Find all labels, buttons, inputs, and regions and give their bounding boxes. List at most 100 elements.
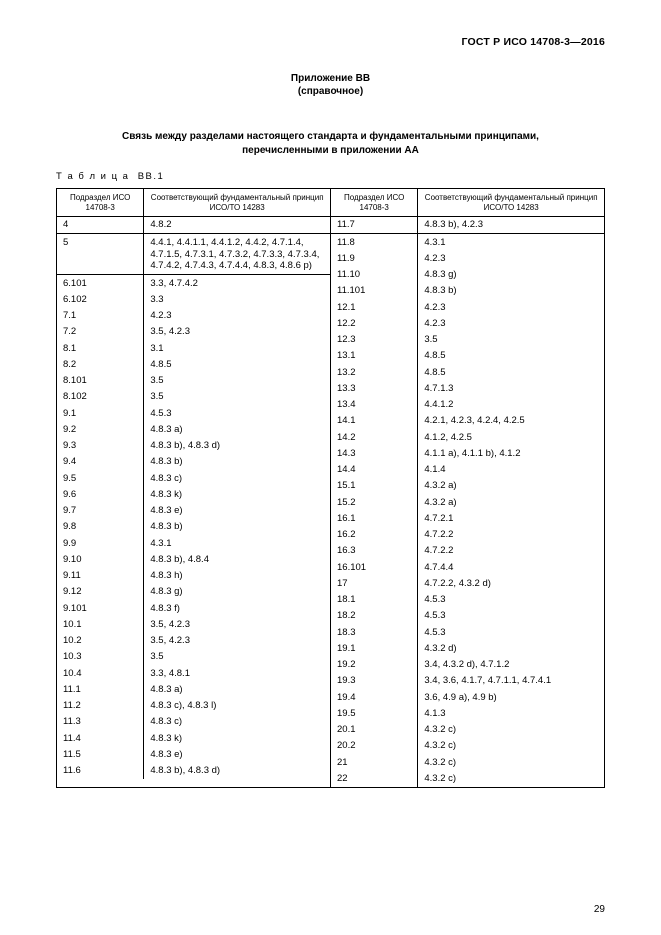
cell-principle: 4.4.1, 4.4.1.1, 4.4.1.2, 4.4.2, 4.7.1.4,…	[144, 234, 330, 274]
cell-principle: 4.8.3 b), 4.8.3 d)	[144, 763, 330, 779]
cell-subsection: 8.2	[57, 357, 144, 373]
table-row: 12.14.2.3	[331, 299, 604, 315]
table-row: 9.24.8.3 а)	[57, 422, 330, 438]
table-row: 9.64.8.3 k)	[57, 487, 330, 503]
table-row: 214.3.2 с)	[331, 754, 604, 770]
cell-principle: 3.4, 4.3.2 d), 4.7.1.2	[418, 657, 604, 673]
cell-principle: 4.8.3 g)	[144, 584, 330, 600]
cell-principle: 4.2.3	[418, 316, 604, 332]
cell-principle: 4.8.3 b), 4.8.3 d)	[144, 438, 330, 454]
cell-principle: 4.1.2, 4.2.5	[418, 429, 604, 445]
table-body-left: 44.8.254.4.1, 4.4.1.1, 4.4.1.2, 4.4.2, 4…	[57, 217, 330, 779]
cell-subsection: 14.1	[331, 413, 418, 429]
cell-subsection: 11.101	[331, 283, 418, 299]
table-row: 14.14.2.1, 4.2.3, 4.2.4, 4.2.5	[331, 413, 604, 429]
cell-subsection: 16.2	[331, 527, 418, 543]
cell-principle: 3.5, 4.2.3	[144, 633, 330, 649]
table-row: 16.34.7.2.2	[331, 543, 604, 559]
cell-subsection: 9.5	[57, 470, 144, 486]
cell-principle: 4.8.3 с), 4.8.3 l)	[144, 698, 330, 714]
table-row: 19.33.4, 3.6, 4.1.7, 4.7.1.1, 4.7.4.1	[331, 673, 604, 689]
cell-principle: 3.3, 4.8.1	[144, 665, 330, 681]
table-row: 11.74.8.3 b), 4.2.3	[331, 217, 604, 234]
cell-principle: 4.8.3 b)	[144, 519, 330, 535]
table-row: 9.14.5.3	[57, 405, 330, 421]
title-line-1: Связь между разделами настоящего стандар…	[122, 131, 539, 142]
cell-subsection: 9.10	[57, 552, 144, 568]
cell-principle: 4.1.3	[418, 706, 604, 722]
table-row: 8.13.1	[57, 340, 330, 356]
table-row: 18.24.5.3	[331, 608, 604, 624]
table-row: 11.54.8.3 е)	[57, 747, 330, 763]
cell-subsection: 11.1	[57, 682, 144, 698]
cell-principle: 4.8.3 b), 4.2.3	[418, 217, 604, 233]
cell-subsection: 18.3	[331, 624, 418, 640]
cell-subsection: 11.6	[57, 763, 144, 779]
table-row: 9.74.8.3 е)	[57, 503, 330, 519]
cell-principle: 4.5.3	[418, 608, 604, 624]
cell-subsection: 21	[331, 754, 418, 770]
cell-principle: 4.1.4	[418, 462, 604, 478]
cell-subsection: 13.4	[331, 397, 418, 413]
table-row: 11.94.2.3	[331, 251, 604, 267]
table-row: 19.43.6, 4.9 а), 4.9 b)	[331, 689, 604, 705]
cell-principle: 4.8.3 b), 4.8.4	[144, 552, 330, 568]
cell-subsection: 9.1	[57, 405, 144, 421]
table-left-block: Подраздел ИСО 14708-3 Соответствующий фу…	[57, 189, 331, 787]
table-row: 20.14.3.2 с)	[331, 722, 604, 738]
cell-principle: 4.5.3	[418, 624, 604, 640]
cell-subsection: 9.6	[57, 487, 144, 503]
cell-principle: 3.5	[144, 373, 330, 389]
cell-subsection: 19.2	[331, 657, 418, 673]
table-row: 13.34.7.1.3	[331, 381, 604, 397]
cell-subsection: 11.8	[331, 234, 418, 250]
cell-subsection: 11.9	[331, 251, 418, 267]
cell-principle: 3.5	[418, 332, 604, 348]
table-row: 13.14.8.5	[331, 348, 604, 364]
cell-principle: 4.7.2.1	[418, 511, 604, 527]
cell-principle: 4.8.3 е)	[144, 503, 330, 519]
cell-subsection: 11.3	[57, 714, 144, 730]
table-row: 14.34.1.1 а), 4.1.1 b), 4.1.2	[331, 446, 604, 462]
cell-principle: 4.5.3	[144, 405, 330, 421]
cell-subsection: 9.9	[57, 535, 144, 551]
cell-principle: 4.3.1	[418, 234, 604, 250]
cell-principle: 3.5, 4.2.3	[144, 617, 330, 633]
cell-subsection: 9.8	[57, 519, 144, 535]
correspondence-table: Подраздел ИСО 14708-3 Соответствующий фу…	[56, 188, 605, 788]
header-col-2: Соответствующий фундаментальный принцип …	[418, 189, 604, 216]
table-row: 11.104.8.3 g)	[331, 267, 604, 283]
table-row: 10.23.5, 4.2.3	[57, 633, 330, 649]
cell-principle: 4.3.2 с)	[418, 754, 604, 770]
table-row: 9.84.8.3 b)	[57, 519, 330, 535]
table-row: 11.24.8.3 с), 4.8.3 l)	[57, 698, 330, 714]
table-row: 9.94.3.1	[57, 535, 330, 551]
table-row: 11.64.8.3 b), 4.8.3 d)	[57, 763, 330, 779]
cell-subsection: 10.4	[57, 665, 144, 681]
cell-principle: 4.8.3 а)	[144, 422, 330, 438]
header-col-1: Подраздел ИСО 14708-3	[331, 189, 418, 216]
cell-subsection: 13.3	[331, 381, 418, 397]
cell-subsection: 12.1	[331, 299, 418, 315]
table-row: 8.24.8.5	[57, 357, 330, 373]
header-col-1: Подраздел ИСО 14708-3	[57, 189, 144, 216]
cell-principle: 4.2.3	[418, 299, 604, 315]
cell-subsection: 19.3	[331, 673, 418, 689]
cell-subsection: 19.1	[331, 641, 418, 657]
table-row: 14.24.1.2, 4.2.5	[331, 429, 604, 445]
cell-principle: 3.5	[144, 649, 330, 665]
table-row: 6.1023.3	[57, 292, 330, 308]
cell-subsection: 9.7	[57, 503, 144, 519]
cell-principle: 4.7.4.4	[418, 559, 604, 575]
table-row: 10.43.3, 4.8.1	[57, 665, 330, 681]
table-row: 9.54.8.3 с)	[57, 470, 330, 486]
table-row: 9.114.8.3 h)	[57, 568, 330, 584]
table-row: 44.8.2	[57, 217, 330, 234]
cell-principle: 4.8.5	[144, 357, 330, 373]
cell-principle: 4.8.3 k)	[144, 487, 330, 503]
cell-principle: 3.1	[144, 340, 330, 356]
cell-subsection: 12.3	[331, 332, 418, 348]
page: ГОСТ Р ИСО 14708-3—2016 Приложение ВВ (с…	[0, 0, 661, 935]
cell-subsection: 19.5	[331, 706, 418, 722]
cell-principle: 4.7.2.2, 4.3.2 d)	[418, 576, 604, 592]
